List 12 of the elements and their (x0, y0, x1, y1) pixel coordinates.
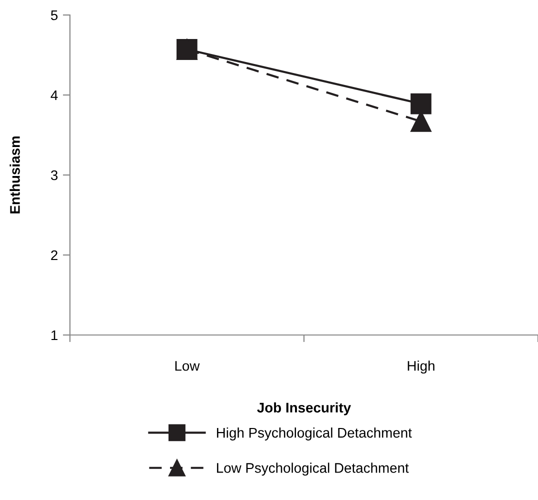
y-tick-label: 2 (51, 250, 58, 260)
y-tick-label: 5 (50, 10, 58, 20)
y-tick-label: 1 (51, 330, 58, 340)
legend-label: Low Psychological Detachment (217, 462, 409, 476)
y-axis-title: Enthusiasm (10, 136, 20, 214)
x-tick-label: Low (175, 361, 200, 371)
y-tick-label: 3 (50, 170, 58, 180)
point (410, 93, 432, 114)
x-tick-label: High (408, 360, 434, 374)
y-tick-label: 4 (50, 90, 58, 100)
x-axis-title: Job Insecurity (257, 402, 351, 416)
legend-label: High Psychological Detachment (217, 428, 412, 440)
